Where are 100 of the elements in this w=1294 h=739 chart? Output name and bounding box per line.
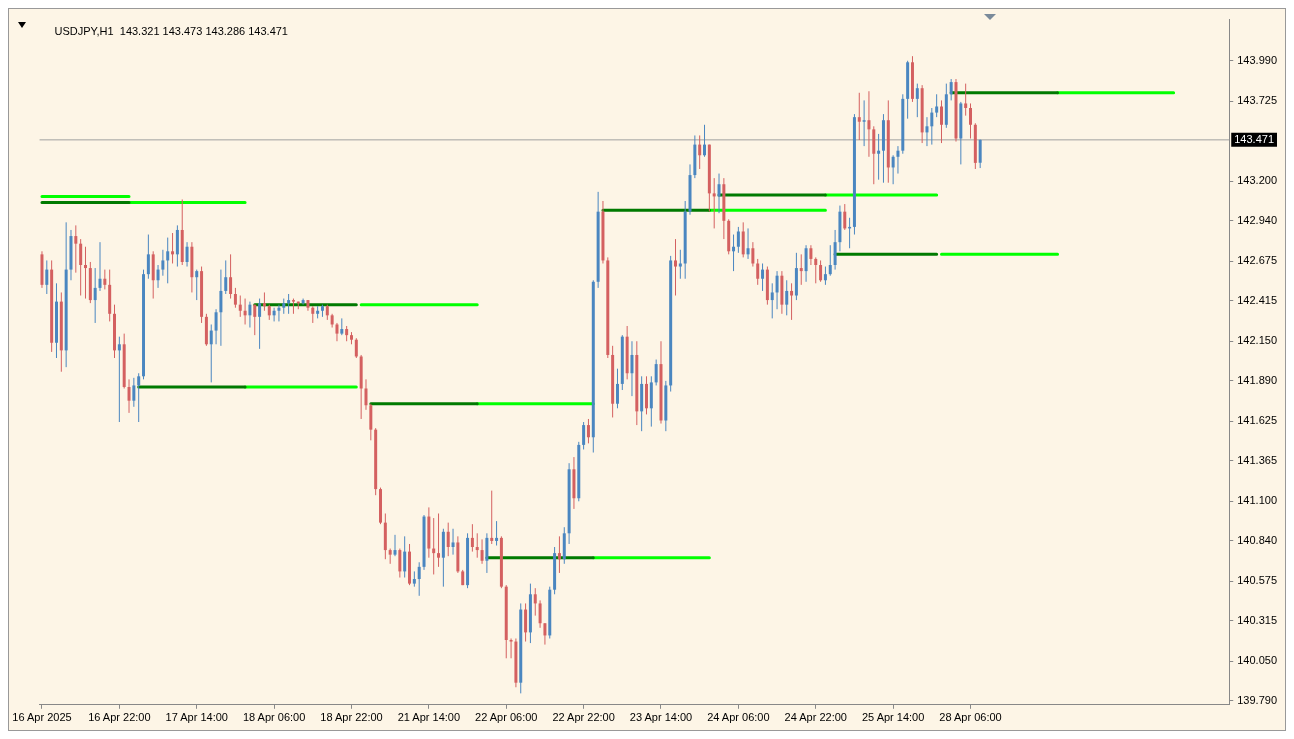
- x-tick-label: 16 Apr 2025: [12, 711, 72, 724]
- candlestick: [437, 512, 441, 568]
- candlestick: [398, 548, 402, 579]
- candlestick: [475, 532, 479, 559]
- y-tick-label: 141.890: [1237, 373, 1277, 386]
- candlestick: [703, 124, 707, 158]
- candlestick: [161, 249, 165, 277]
- x-tick-label: 28 Apr 06:00: [939, 711, 1002, 724]
- x-tick-label: 25 Apr 14:00: [861, 711, 925, 724]
- candlestick: [354, 337, 358, 359]
- candlestick: [717, 173, 721, 214]
- candlestick: [171, 232, 175, 264]
- x-tick-label: 18 Apr 06:00: [242, 711, 306, 724]
- candlestick: [775, 270, 779, 310]
- candlestick: [185, 241, 189, 268]
- candlestick: [74, 224, 78, 274]
- candlestick: [277, 304, 281, 322]
- candlestick: [712, 177, 716, 229]
- candlestick: [480, 538, 484, 565]
- candlestick: [79, 238, 83, 297]
- candlestick: [582, 421, 586, 450]
- candlestick: [586, 418, 590, 444]
- x-tick-label: 23 Apr 14:00: [629, 711, 693, 724]
- candlestick: [117, 336, 121, 423]
- candlestick: [833, 229, 837, 271]
- candlestick: [103, 269, 107, 290]
- candlestick: [915, 83, 919, 118]
- candlestick: [615, 368, 619, 409]
- candlestick: [761, 263, 765, 292]
- candlestick: [949, 78, 953, 101]
- candlestick: [495, 520, 499, 546]
- candlestick: [751, 241, 755, 268]
- candlestick: [930, 107, 934, 146]
- candlestick: [746, 227, 750, 260]
- ref-line-label: 143.471: [1234, 132, 1274, 145]
- candlestick: [132, 377, 136, 408]
- y-tick-label: 141.625: [1237, 414, 1277, 427]
- x-tick-label: 18 Apr 22:00: [320, 711, 383, 724]
- y-tick-label: 141.100: [1237, 494, 1277, 507]
- candlestick: [233, 287, 237, 309]
- x-tick-label: 22 Apr 06:00: [475, 711, 538, 724]
- x-tick-label: 17 Apr 14:00: [165, 711, 228, 724]
- candlestick: [364, 378, 368, 411]
- candlestick: [823, 266, 827, 286]
- candlestick: [98, 241, 102, 292]
- candlestick: [533, 587, 537, 617]
- candlestick: [93, 267, 97, 324]
- y-tick-label: 140.840: [1237, 533, 1277, 546]
- candlestick: [809, 244, 813, 266]
- candlestick: [287, 293, 291, 315]
- candlestick: [509, 637, 513, 659]
- candlestick: [896, 145, 900, 175]
- candlestick: [214, 308, 218, 345]
- chart-title: USDJPY,H1 143.321 143.473 143.286 143.471: [54, 24, 288, 37]
- candlestick: [877, 133, 881, 181]
- candlestick: [867, 90, 871, 158]
- x-tick-label: 16 Apr 22:00: [88, 711, 151, 724]
- candlestick: [224, 259, 228, 295]
- candlestick: [790, 282, 794, 321]
- y-tick-label: 142.675: [1237, 254, 1277, 267]
- candlestick: [857, 92, 861, 141]
- candlestick: [843, 203, 847, 231]
- candlestick: [538, 599, 542, 629]
- candlestick: [258, 298, 262, 350]
- candlestick: [229, 253, 233, 300]
- candlestick: [785, 279, 789, 316]
- x-tick-label: 24 Apr 22:00: [784, 711, 847, 724]
- candlestick: [219, 269, 223, 347]
- candlestick: [935, 93, 939, 118]
- candlestick: [248, 301, 252, 329]
- candlestick: [828, 244, 832, 277]
- y-tick-label: 140.050: [1237, 654, 1277, 667]
- y-tick-label: 142.940: [1237, 213, 1277, 226]
- candlestick: [403, 535, 407, 579]
- candlestick: [804, 244, 808, 283]
- candlestick: [819, 259, 823, 283]
- y-tick-label: 143.990: [1237, 53, 1277, 66]
- x-tick-label: 22 Apr 22:00: [552, 711, 615, 724]
- candlestick: [127, 378, 131, 414]
- candlestick: [964, 83, 968, 117]
- candlestick: [891, 154, 895, 185]
- y-tick-label: 141.365: [1237, 453, 1277, 466]
- candlestick: [485, 532, 489, 574]
- candlestick: [446, 522, 450, 557]
- candlestick: [209, 323, 213, 383]
- candlestick: [393, 534, 397, 557]
- candlestick: [799, 253, 803, 286]
- candlestick: [969, 102, 973, 139]
- candlestick: [301, 298, 305, 306]
- candlestick: [741, 221, 745, 258]
- y-tick-label: 142.150: [1237, 334, 1277, 347]
- candlestick: [45, 259, 49, 295]
- candlestick: [814, 256, 818, 284]
- candlestick: [195, 269, 199, 301]
- candlestick: [698, 134, 702, 170]
- candlestick: [166, 237, 170, 284]
- x-tick-label: 21 Apr 14:00: [397, 711, 461, 724]
- y-tick-label: 143.200: [1237, 174, 1277, 187]
- y-tick-label: 140.575: [1237, 574, 1277, 587]
- candlestick: [678, 249, 682, 280]
